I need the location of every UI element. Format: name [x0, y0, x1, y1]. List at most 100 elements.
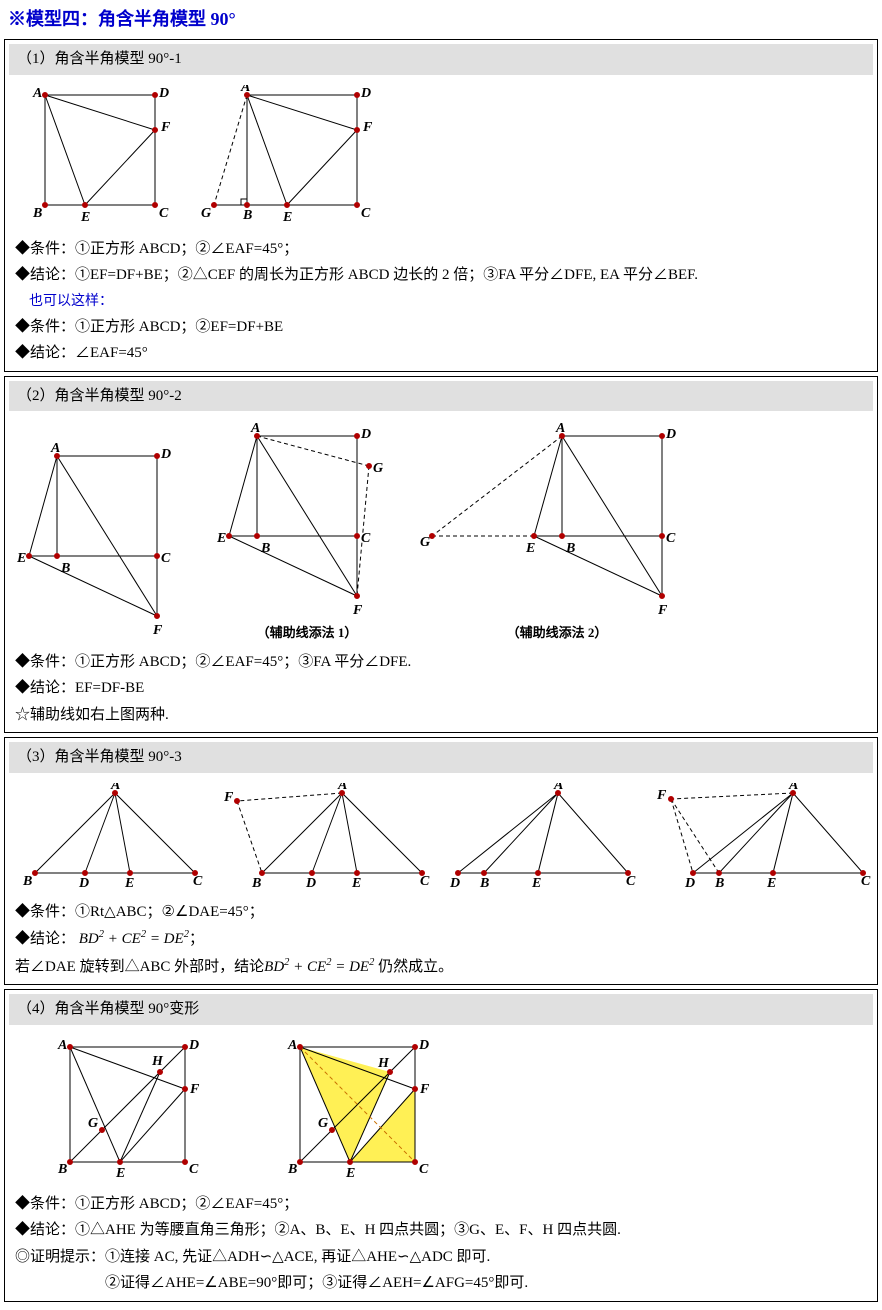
s1-line-1: ◆结论：①EF=DF+BE；②△CEF 的周长为正方形 ABCD 边长的 2 倍…	[5, 262, 877, 289]
fig2b-cap: （辅助线添法 1）	[217, 623, 397, 643]
s1-line2-0: ◆条件：①正方形 ABCD；②EF=DF+BE	[5, 314, 877, 341]
svg-text:E: E	[124, 876, 134, 891]
svg-text:E: E	[531, 876, 541, 891]
svg-text:E: E	[17, 551, 26, 566]
svg-text:A: A	[32, 86, 42, 101]
s1-subnote: 也可以这样：	[5, 289, 877, 314]
svg-text:D: D	[188, 1038, 199, 1053]
svg-text:F: F	[657, 603, 668, 618]
svg-text:F: F	[189, 1082, 200, 1097]
svg-text:A: A	[337, 783, 347, 793]
fig-4b: A D B C E F G H	[275, 1035, 445, 1185]
svg-text:D: D	[360, 86, 371, 101]
svg-text:E: E	[525, 541, 535, 556]
section-1-header: （1）角含半角模型 90°-1	[9, 44, 873, 75]
svg-text:D: D	[418, 1038, 429, 1053]
svg-text:A: A	[553, 783, 563, 793]
s3-math: ◆结论： BD2 + CE2 = DE2；	[5, 925, 877, 953]
svg-text:F: F	[352, 603, 363, 618]
svg-text:A: A	[788, 783, 798, 793]
svg-text:C: C	[161, 551, 171, 566]
fig-1a: AD BC EF	[17, 85, 177, 230]
svg-text:A: A	[250, 421, 260, 436]
section-3-header: （3）角含半角模型 90°-3	[9, 742, 873, 773]
s2-line-0: ◆条件：①正方形 ABCD；②∠EAF=45°；③FA 平分∠DFE.	[5, 649, 877, 676]
svg-text:B: B	[22, 874, 32, 889]
svg-text:C: C	[193, 874, 203, 889]
fig-3a: A B C D E	[17, 783, 212, 893]
svg-text:F: F	[656, 788, 667, 803]
svg-text:B: B	[287, 1162, 297, 1177]
svg-text:A: A	[50, 441, 60, 456]
svg-text:G: G	[201, 206, 211, 221]
fig-3d: A BC DE F	[651, 783, 876, 893]
svg-text:C: C	[361, 206, 371, 221]
s4-line-1: ◆结论：①△AHE 为等腰直角三角形；②A、B、E、H 四点共圆；③G、E、F、…	[5, 1217, 877, 1244]
section-4-figures: A D B C E F G H	[5, 1029, 877, 1191]
svg-text:G: G	[318, 1116, 328, 1131]
svg-text:D: D	[449, 876, 460, 891]
svg-text:H: H	[151, 1054, 164, 1069]
svg-text:C: C	[666, 531, 676, 546]
svg-text:C: C	[420, 874, 430, 889]
section-4-header: （4）角含半角模型 90°变形	[9, 994, 873, 1025]
svg-text:F: F	[362, 120, 373, 135]
svg-text:E: E	[282, 210, 292, 225]
section-2: （2）角含半角模型 90°-2 A D B C E F	[4, 376, 878, 734]
svg-text:E: E	[345, 1166, 355, 1181]
fig-2b: A D B C E F G （辅助线添法 1）	[217, 421, 397, 643]
svg-text:C: C	[626, 874, 636, 889]
section-2-header: （2）角含半角模型 90°-2	[9, 381, 873, 412]
section-3-figures: A B C D E A B C	[5, 777, 877, 899]
svg-text:B: B	[242, 208, 252, 223]
s1-line2-1: ◆结论：∠EAF=45°	[5, 340, 877, 367]
svg-text:F: F	[223, 790, 234, 805]
svg-text:B: B	[32, 206, 42, 221]
svg-text:C: C	[419, 1162, 429, 1177]
svg-text:A: A	[287, 1038, 297, 1053]
svg-text:E: E	[115, 1166, 125, 1181]
svg-text:B: B	[57, 1162, 67, 1177]
svg-text:D: D	[684, 876, 695, 891]
svg-text:D: D	[160, 447, 171, 462]
svg-text:D: D	[158, 86, 169, 101]
svg-text:F: F	[419, 1082, 430, 1097]
svg-text:B: B	[479, 876, 489, 891]
svg-text:E: E	[217, 531, 226, 546]
section-1-figures: A D B C E F	[5, 79, 877, 236]
svg-text:C: C	[189, 1162, 199, 1177]
fig-3b: A BC DE F	[220, 783, 435, 893]
s4-line-3: ②证得∠AHE=∠ABE=90°即可；③证得∠AEH=∠AFG=45°即可.	[5, 1270, 877, 1297]
svg-text:C: C	[159, 206, 169, 221]
s1-line-0: ◆条件：①正方形 ABCD；②∠EAF=45°；	[5, 236, 877, 263]
svg-text:A: A	[240, 85, 250, 95]
svg-text:D: D	[78, 876, 89, 891]
svg-text:G: G	[373, 461, 383, 476]
svg-text:A: A	[110, 783, 120, 793]
svg-text:H: H	[377, 1056, 390, 1071]
svg-text:D: D	[360, 427, 371, 442]
fig-2a: A D B C E F	[17, 441, 197, 643]
svg-text:B: B	[714, 876, 724, 891]
svg-text:C: C	[361, 531, 371, 546]
fig-1b: A D B C E F G	[197, 85, 392, 230]
s2-line-2: ☆辅助线如右上图两种.	[5, 702, 877, 729]
svg-text:F: F	[160, 120, 171, 135]
svg-text:B: B	[260, 541, 270, 556]
s4-line-2: ◎证明提示：①连接 AC, 先证△ADH∽△ACE, 再证△AHE∽△ADC 即…	[5, 1244, 877, 1271]
svg-text:B: B	[251, 876, 261, 891]
svg-text:G: G	[88, 1116, 98, 1131]
svg-text:E: E	[766, 876, 776, 891]
svg-text:A: A	[57, 1038, 67, 1053]
svg-text:E: E	[351, 876, 361, 891]
s4-line-0: ◆条件：①正方形 ABCD；②∠EAF=45°；	[5, 1191, 877, 1218]
section-3: （3）角含半角模型 90°-3 A B C D E	[4, 737, 878, 985]
section-2-figures: A D B C E F	[5, 415, 877, 649]
s3-last: 若∠DAE 旋转到△ABC 外部时，结论BD2 + CE2 = DE2 仍然成立…	[5, 953, 877, 981]
svg-text:F: F	[152, 623, 163, 638]
fig-3c: A B C D E	[443, 783, 643, 893]
section-1: （1）角含半角模型 90°-1 A D B C E F	[4, 39, 878, 372]
svg-text:B: B	[565, 541, 575, 556]
svg-text:B: B	[60, 561, 70, 576]
svg-text:G: G	[420, 535, 430, 550]
